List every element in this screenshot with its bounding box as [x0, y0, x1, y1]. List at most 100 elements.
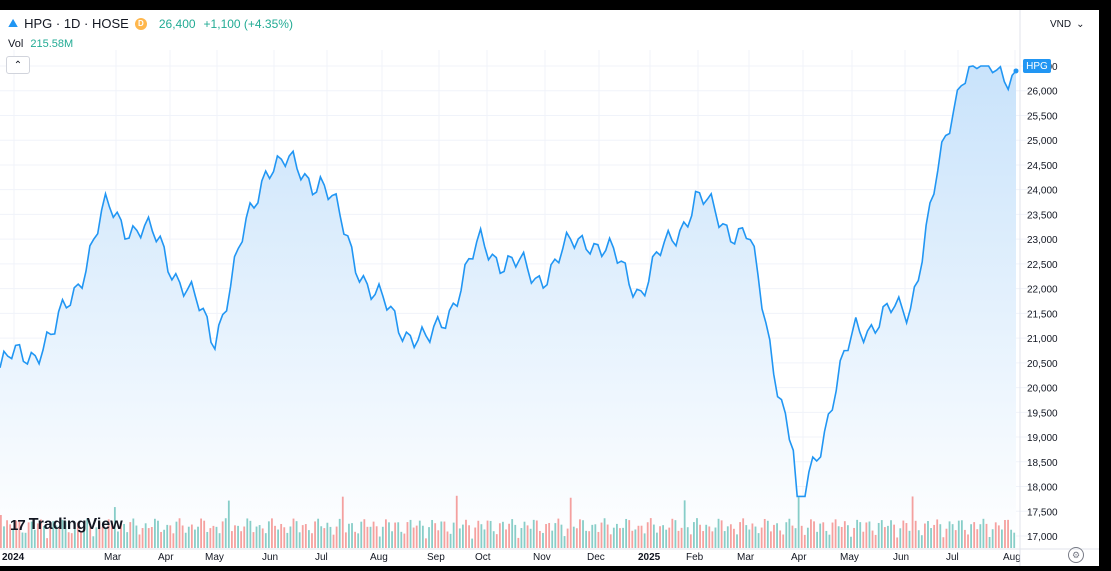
- volume-bar: [622, 527, 624, 548]
- volume-bar: [748, 529, 751, 548]
- volume-bar: [920, 535, 923, 548]
- volume-bar: [831, 522, 834, 548]
- volume-bar: [43, 525, 45, 548]
- price-line: [0, 65, 1017, 498]
- volume-bar: [147, 528, 150, 548]
- volume-bar: [514, 524, 517, 548]
- volume-bar: [425, 538, 427, 548]
- volume-bar: [816, 531, 818, 548]
- volume-bar: [311, 533, 313, 548]
- volume-bar: [394, 522, 397, 548]
- volume-bar: [896, 537, 899, 548]
- y-tick-label: 25,500: [1027, 111, 1058, 122]
- volume-bar: [169, 525, 172, 548]
- volume-bar: [101, 526, 104, 548]
- volume-bar: [779, 530, 782, 548]
- volume-bar: [649, 518, 652, 548]
- currency-selector[interactable]: VND ⌄: [1050, 16, 1096, 32]
- volume-bar: [0, 515, 2, 548]
- volume-bar: [708, 526, 711, 548]
- volume-bar: [628, 520, 631, 548]
- x-tick-label: Feb: [686, 552, 704, 563]
- volume-bar: [61, 519, 64, 548]
- volume-bar: [363, 519, 366, 548]
- volume-bar: [3, 526, 5, 548]
- volume-bar: [249, 520, 252, 548]
- volume-bar: [720, 520, 723, 548]
- volume-bar: [231, 531, 233, 548]
- x-tick-label: Jul: [946, 552, 959, 563]
- volume-bar: [594, 524, 597, 548]
- chart-window: 17,000 17,500 18,000 18,500 19,000 19,500 20,0…: [0, 10, 1099, 566]
- volume-bar: [341, 496, 344, 548]
- volume-bar: [742, 518, 745, 548]
- x-tick-label: Aug: [1003, 552, 1021, 563]
- volume-bar: [917, 530, 920, 548]
- volume-bar: [212, 525, 215, 548]
- volume-bar: [677, 530, 680, 548]
- x-tick-label: Aug: [370, 552, 388, 563]
- chart-logo-icon: ⛰: [8, 16, 19, 30]
- volume-bar: [957, 520, 960, 548]
- volume-bar: [21, 532, 24, 548]
- volume-bar: [847, 525, 849, 548]
- volume-bar: [520, 528, 523, 548]
- x-tick-label: Jun: [893, 552, 909, 563]
- volume-bar: [468, 525, 470, 548]
- volume-bar: [344, 532, 347, 548]
- volume-bar: [471, 538, 474, 548]
- y-tick-label: 24,000: [1027, 186, 1058, 197]
- volume-bar: [295, 521, 298, 548]
- volume-bar: [933, 524, 936, 548]
- volume-bar: [699, 524, 701, 548]
- x-tick-label: May: [840, 552, 859, 563]
- volume-bar: [15, 520, 18, 548]
- y-tick-label: 20,000: [1027, 384, 1058, 395]
- volume-bar: [973, 522, 976, 548]
- volume-bar: [874, 534, 877, 548]
- volume-bar: [141, 528, 144, 548]
- volume-bar: [314, 521, 316, 548]
- volume-bar: [240, 531, 243, 548]
- volume-bar: [927, 521, 929, 548]
- last-price: 26,400: [158, 16, 196, 31]
- volume-bar: [298, 532, 301, 548]
- last-price-tag: HPG: [1023, 59, 1051, 73]
- collapse-legend-button[interactable]: ⌃: [6, 56, 30, 74]
- volume-bar: [224, 518, 227, 548]
- volume-bar: [668, 527, 671, 548]
- volume-bar: [985, 523, 988, 548]
- volume-bar: [9, 524, 12, 548]
- volume-bar: [914, 520, 917, 548]
- volume-bar: [945, 528, 948, 548]
- tradingview-wordmark: TradingView: [28, 516, 123, 533]
- volume-bar: [890, 520, 892, 548]
- x-tick-label: Oct: [475, 552, 491, 563]
- volume-bar: [234, 525, 236, 548]
- volume-bar: [200, 518, 202, 548]
- volume-bar: [563, 536, 566, 548]
- symbol-title[interactable]: HPG · 1D · HOSE: [24, 16, 129, 31]
- volume-bar: [997, 525, 1000, 548]
- volume-bar: [348, 523, 350, 548]
- volume-bar: [853, 527, 855, 548]
- volume-bar: [988, 536, 991, 548]
- volume-bar: [446, 531, 449, 548]
- volume-bar: [797, 497, 800, 548]
- volume-bar: [264, 533, 267, 548]
- volume-bar: [385, 519, 387, 548]
- volume-bar: [671, 518, 674, 548]
- volume-bar: [366, 526, 369, 548]
- price-chart[interactable]: 17,000 17,500 18,000 18,500 19,000 19,500 20,0…: [0, 10, 1099, 566]
- y-tick-label: 26,000: [1027, 87, 1058, 98]
- volume-bar: [674, 520, 677, 548]
- volume-bar: [733, 528, 735, 548]
- volume-bar: [865, 522, 868, 548]
- volume-bar: [951, 524, 954, 548]
- volume-bar: [856, 519, 859, 548]
- tradingview-logo[interactable]: 17 TradingView: [10, 516, 123, 534]
- volume-bar: [880, 520, 883, 548]
- volume-bar: [138, 534, 141, 548]
- gear-icon[interactable]: ⚙: [1068, 547, 1084, 563]
- volume-bar: [702, 531, 705, 548]
